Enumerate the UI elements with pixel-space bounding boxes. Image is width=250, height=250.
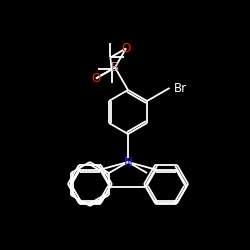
Text: N: N — [124, 156, 132, 168]
Text: Br: Br — [174, 82, 187, 94]
Text: O: O — [122, 42, 130, 55]
Text: O: O — [91, 72, 101, 85]
Text: B: B — [111, 61, 119, 74]
